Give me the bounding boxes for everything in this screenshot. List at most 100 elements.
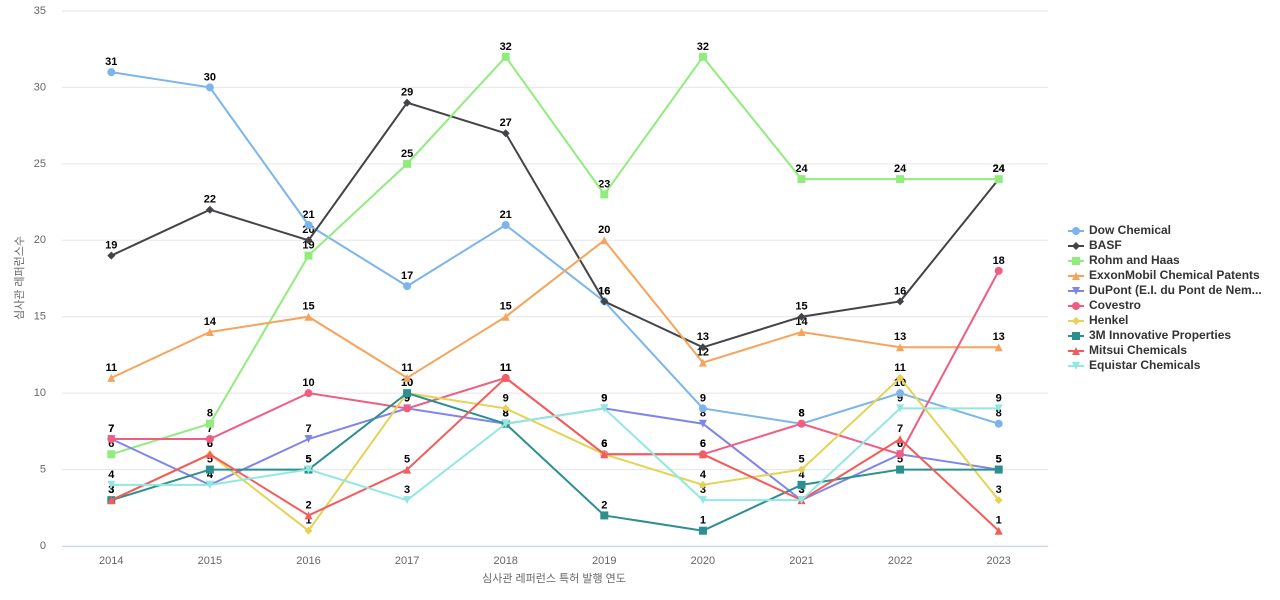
point	[896, 373, 905, 382]
data-label: 6	[108, 438, 114, 450]
point	[304, 435, 313, 443]
data-label: 6	[897, 438, 903, 450]
data-label: 23	[598, 178, 610, 190]
point	[205, 480, 214, 489]
legend-label[interactable]: Covestro	[1089, 298, 1141, 312]
point	[501, 404, 510, 413]
data-label: 4	[700, 469, 707, 481]
series	[107, 389, 1003, 535]
data-label: 5	[996, 453, 1002, 465]
legend-label[interactable]: Equistar Chemicals	[1089, 358, 1201, 372]
series-line	[110, 376, 1000, 533]
point	[403, 404, 412, 413]
point	[896, 343, 905, 352]
point	[1072, 227, 1080, 235]
legend-label[interactable]: Dow Chemical	[1089, 223, 1171, 237]
data-label: 24	[894, 163, 907, 175]
x-tick-label: 2014	[99, 555, 123, 567]
point	[698, 52, 707, 61]
data-label: 24	[993, 163, 1006, 175]
point	[797, 465, 806, 474]
series	[107, 266, 1003, 459]
point	[896, 297, 905, 306]
point	[994, 266, 1003, 275]
point	[501, 312, 510, 321]
data-label: 32	[697, 41, 709, 53]
data-label: 6	[207, 438, 213, 450]
point	[304, 526, 313, 535]
point	[896, 389, 905, 398]
data-label: 7	[108, 423, 114, 435]
y-tick-label: 0	[40, 540, 46, 552]
data-label: 27	[500, 117, 512, 129]
series	[107, 404, 1003, 505]
point	[403, 389, 412, 398]
point	[501, 221, 510, 229]
legend-label[interactable]: Rohm and Haas	[1089, 253, 1180, 267]
data-label: 9	[996, 392, 1002, 404]
point	[994, 175, 1003, 184]
point	[1072, 362, 1080, 370]
point	[107, 450, 116, 459]
point	[1072, 347, 1080, 355]
point	[501, 373, 510, 382]
data-label: 3	[798, 484, 804, 496]
data-label: 5	[305, 453, 311, 465]
data-label: 11	[105, 362, 117, 374]
data-label: 1	[305, 515, 311, 527]
data-label: 7	[897, 423, 903, 435]
data-label: 21	[302, 209, 314, 221]
point	[304, 389, 313, 398]
data-label: 3	[996, 484, 1002, 496]
data-label: 6	[601, 438, 607, 450]
legend-label[interactable]: Henkel	[1089, 313, 1128, 327]
data-label: 9	[897, 392, 903, 404]
data-label: 9	[601, 392, 607, 404]
point	[205, 328, 214, 336]
data-label: 10	[302, 377, 314, 389]
series	[107, 98, 1003, 352]
data-label: 19	[105, 239, 117, 251]
data-label: 5	[897, 453, 903, 465]
x-axis-title: 심사관 레퍼런스 특허 발행 연도	[482, 572, 626, 585]
data-label: 29	[401, 87, 413, 99]
y-tick-label: 15	[34, 311, 46, 323]
point	[698, 450, 707, 459]
point	[797, 419, 806, 428]
point	[107, 68, 116, 77]
point	[698, 404, 707, 413]
x-tick-label: 2018	[493, 555, 517, 567]
series-line	[110, 238, 999, 380]
data-label: 16	[894, 285, 906, 297]
data-label: 6	[897, 438, 903, 450]
legend-label[interactable]: Mitsui Chemicals	[1089, 343, 1187, 357]
point	[1072, 317, 1080, 325]
legend-label[interactable]: DuPont (E.I. du Pont de Nem...	[1089, 283, 1262, 297]
series	[107, 52, 1003, 459]
data-label: 4	[207, 469, 214, 481]
point	[304, 221, 313, 229]
series-line	[110, 101, 1000, 349]
data-label: 4	[108, 469, 115, 481]
data-label: 11	[401, 362, 413, 374]
data-label: 2	[305, 499, 311, 511]
data-label: 4	[798, 469, 805, 481]
point	[600, 511, 609, 520]
data-label: 9	[503, 392, 509, 404]
point	[1072, 272, 1080, 280]
legend-label[interactable]: 3M Innovative Properties	[1089, 328, 1231, 342]
series	[107, 68, 1003, 428]
legend-label[interactable]: BASF	[1089, 238, 1122, 252]
point	[403, 373, 412, 382]
point	[994, 526, 1003, 535]
legend-label[interactable]: ExxonMobil Chemical Patents	[1089, 268, 1260, 282]
point	[403, 465, 412, 474]
point	[205, 435, 214, 443]
data-label: 31	[105, 56, 117, 68]
point	[501, 419, 510, 428]
data-label: 8	[798, 408, 804, 420]
data-label: 3	[798, 484, 804, 496]
data-label: 3	[108, 484, 114, 496]
y-tick-label: 25	[34, 158, 46, 170]
data-label: 1	[996, 515, 1002, 527]
